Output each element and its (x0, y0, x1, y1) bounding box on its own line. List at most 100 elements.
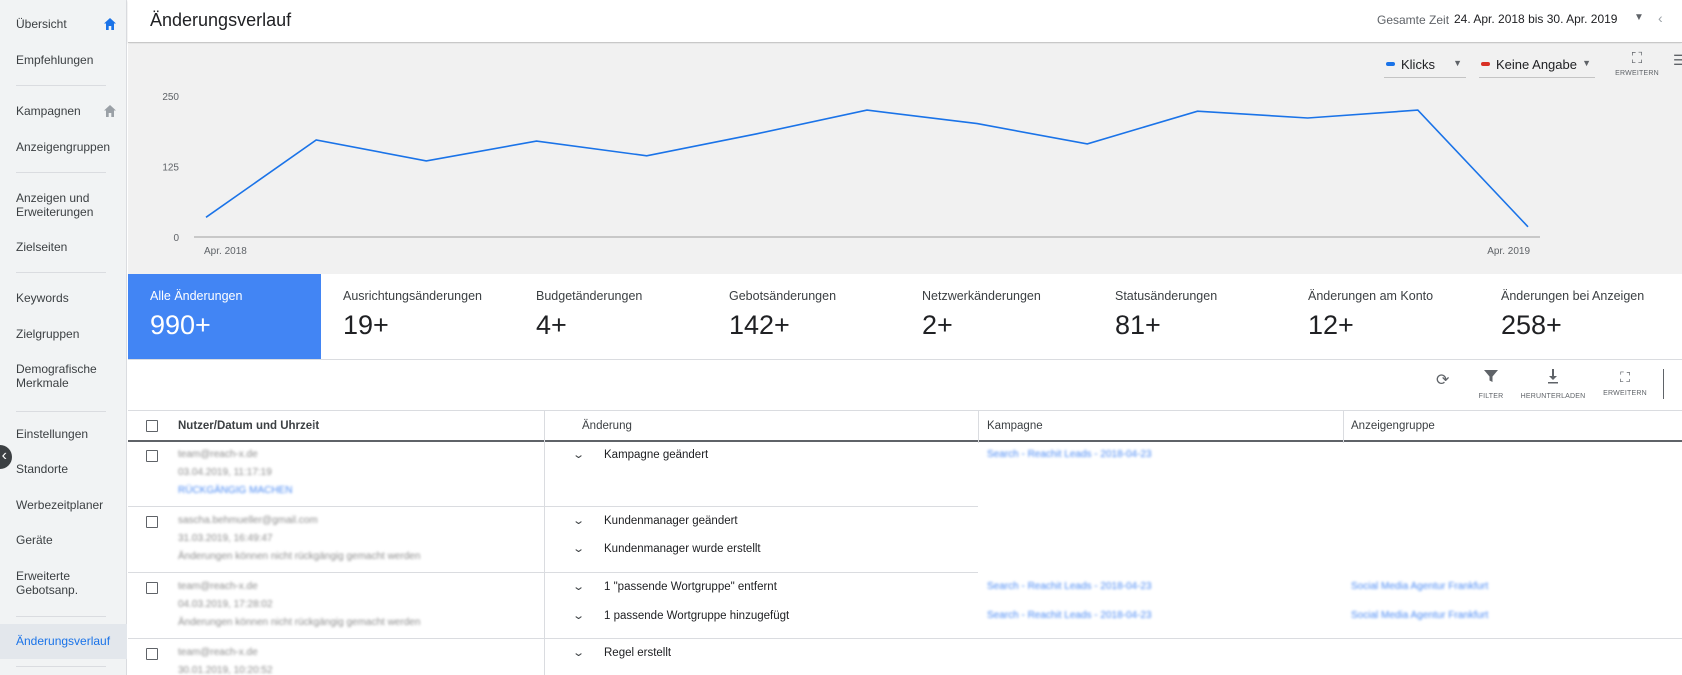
row-divider (128, 506, 978, 507)
column-header-change[interactable]: Änderung (582, 420, 632, 432)
row-change: 1 "passende Wortgruppe" entfernt (604, 581, 777, 593)
sidebar-item-anzeigen[interactable]: Anzeigen und Erweiterungen (16, 191, 94, 219)
toolbar-divider (1663, 369, 1664, 399)
card-aenderungen-am-konto[interactable]: Änderungen am Konto 12+ (1286, 274, 1479, 359)
chart-menu-icon[interactable]: ☰ (1673, 52, 1682, 68)
row-user: team@reach-x.de (178, 581, 258, 592)
card-label: Änderungen am Konto (1308, 289, 1434, 303)
filter-button[interactable]: FILTER (1475, 368, 1507, 400)
table-header: Nutzer/Datum und Uhrzeit ↓ Änderung Kamp… (128, 410, 1682, 443)
x-tick-label: Apr. 2019 (1487, 246, 1530, 257)
card-alle-aenderungen[interactable]: Alle Änderungen 990+ (128, 274, 321, 359)
metric-selector-2-label: Keine Angabe (1496, 57, 1577, 72)
home-icon (104, 18, 116, 30)
row-campaign-link[interactable]: Search - Reachit Leads - 2018-04-23 (987, 449, 1152, 460)
sidebar-item-erweiterte-gebotsanp[interactable]: Erweiterte Gebotsanp. (16, 569, 79, 597)
card-budgetaenderungen[interactable]: Budgetänderungen 4+ (514, 274, 707, 359)
row-adgroup-link[interactable]: Social Media Agentur Frankfurt (1351, 610, 1489, 621)
column-divider (978, 411, 979, 443)
row-campaign-link[interactable]: Search - Reachit Leads - 2018-04-23 (987, 610, 1152, 621)
row-user: team@reach-x.de (178, 647, 258, 658)
card-value: 19+ (343, 310, 389, 340)
download-button[interactable]: HERUNTERLADEN (1520, 368, 1586, 400)
sidebar-item-kampagnen[interactable]: Kampagnen (16, 104, 81, 118)
row-change: Regel erstellt (604, 647, 672, 659)
row-campaign-link[interactable]: Search - Reachit Leads - 2018-04-23 (987, 581, 1152, 592)
sidebar-item-uebersicht[interactable]: Übersicht (16, 17, 67, 31)
card-aenderungen-bei-anzeigen[interactable]: Änderungen bei Anzeigen 258+ (1479, 274, 1672, 359)
column-header-adgroup[interactable]: Anzeigengruppe (1351, 420, 1435, 432)
card-value: 258+ (1501, 310, 1562, 340)
card-value: 4+ (536, 310, 567, 340)
page-header: Änderungsverlauf Gesamte Zeit 24. Apr. 2… (128, 0, 1682, 43)
fullscreen-icon: ⛶ (1631, 50, 1643, 67)
sidebar-item-aenderungsverlauf[interactable]: Änderungsverlauf (16, 634, 111, 648)
series-line-klicks (205, 109, 1529, 228)
sidebar-divider (16, 272, 106, 273)
date-range-selector[interactable]: 24. Apr. 2018 bis 30. Apr. 2019 (1454, 12, 1618, 26)
date-range-label: Gesamte Zeit (1377, 13, 1450, 27)
select-all-checkbox[interactable] (146, 420, 158, 432)
sidebar-item-einstellungen[interactable]: Einstellungen (16, 427, 89, 441)
sidebar-collapse-button[interactable]: ‹ (0, 445, 12, 469)
sort-arrow-down-icon[interactable]: ↓ (311, 419, 317, 431)
row-checkbox[interactable] (146, 516, 158, 528)
y-tick-label: 125 (162, 163, 179, 174)
chevron-down-icon[interactable]: ⌄ (572, 581, 586, 593)
performance-chart: 0 125 250 Apr. 2018 Apr. 2019 Klicks ▼ Keine… (128, 44, 1682, 274)
card-label: Netzwerkänderungen (922, 289, 1041, 303)
card-value: 990+ (150, 310, 211, 340)
sidebar-item-zielgruppen[interactable]: Zielgruppen (16, 327, 80, 341)
sidebar-item-demografische-merkmale[interactable]: Demografische Merkmale (16, 362, 97, 390)
row-user: sascha.behmueller@gmail.com (178, 515, 318, 526)
column-header-campaign[interactable]: Kampagne (987, 420, 1043, 432)
sidebar-divider (16, 616, 106, 617)
card-statusaenderungen[interactable]: Statusänderungen 81+ (1093, 274, 1286, 359)
row-checkbox[interactable] (146, 450, 158, 462)
card-label: Änderungen bei Anzeigen (1501, 289, 1645, 303)
sidebar-item-zielseiten[interactable]: Zielseiten (16, 240, 68, 254)
row-divider (128, 572, 978, 573)
row-change: Kundenmanager wurde erstellt (604, 543, 761, 555)
card-value: 81+ (1115, 310, 1161, 340)
sidebar-item-keywords[interactable]: Keywords (16, 291, 69, 305)
chevron-down-icon[interactable]: ⌄ (572, 515, 586, 527)
card-label: Budgetänderungen (536, 289, 643, 303)
x-tick-label: Apr. 2018 (204, 246, 247, 257)
chevron-down-icon[interactable]: ⌄ (572, 647, 586, 659)
row-divider (128, 638, 978, 639)
home-icon (104, 105, 116, 117)
fullscreen-icon: ⛶ (1620, 369, 1630, 385)
column-header-user[interactable]: Nutzer/Datum und Uhrzeit (178, 420, 320, 432)
metric-selector-2[interactable]: Keine Angabe ▼ (1479, 54, 1595, 78)
chevron-down-icon[interactable]: ⌄ (572, 610, 586, 622)
row-adgroup-link[interactable]: Social Media Agentur Frankfurt (1351, 581, 1489, 592)
card-netzwerkaenderungen[interactable]: Netzwerkänderungen 2+ (900, 274, 1093, 359)
chart-expand-button[interactable]: ⛶ ERWEITERN (1615, 50, 1659, 77)
chevron-down-icon[interactable]: ⌄ (572, 449, 586, 461)
row-checkbox[interactable] (146, 582, 158, 594)
row-note: Änderungen können nicht rückgängig gemac… (178, 617, 421, 628)
card-gebotsaenderungen[interactable]: Gebotsänderungen 142+ (707, 274, 900, 359)
filter-icon (1484, 370, 1498, 382)
sidebar-item-standorte[interactable]: Standorte (16, 462, 69, 476)
card-value: 142+ (729, 310, 790, 340)
sidebar: Übersicht Empfehlungen Kampagnen Anzeige… (0, 0, 127, 675)
metric-selector-1[interactable]: Klicks ▼ (1384, 54, 1466, 78)
sidebar-divider (16, 411, 106, 412)
sidebar-divider (16, 666, 106, 667)
sidebar-item-werbezeitplaner[interactable]: Werbezeitplaner (16, 498, 104, 512)
row-undo-link[interactable]: RÜCKGÄNGIG MACHEN (178, 485, 293, 496)
sidebar-item-geraete[interactable]: Geräte (16, 533, 53, 547)
chevron-left-icon[interactable]: ‹ (1658, 10, 1663, 26)
row-checkbox[interactable] (146, 648, 158, 660)
refresh-button[interactable]: ⟳ (1436, 372, 1449, 390)
sidebar-item-empfehlungen[interactable]: Empfehlungen (16, 53, 94, 67)
caret-down-icon[interactable]: ▼ (1634, 12, 1644, 23)
chevron-down-icon[interactable]: ⌄ (572, 543, 586, 555)
row-change: Kundenmanager geändert (604, 515, 738, 527)
sidebar-item-anzeigengruppen[interactable]: Anzeigengruppen (16, 140, 111, 154)
card-ausrichtungsaenderungen[interactable]: Ausrichtungsänderungen 19+ (321, 274, 514, 359)
table-expand-button[interactable]: ⛶ ERWEITERN (1600, 368, 1650, 397)
card-label: Statusänderungen (1115, 289, 1218, 303)
